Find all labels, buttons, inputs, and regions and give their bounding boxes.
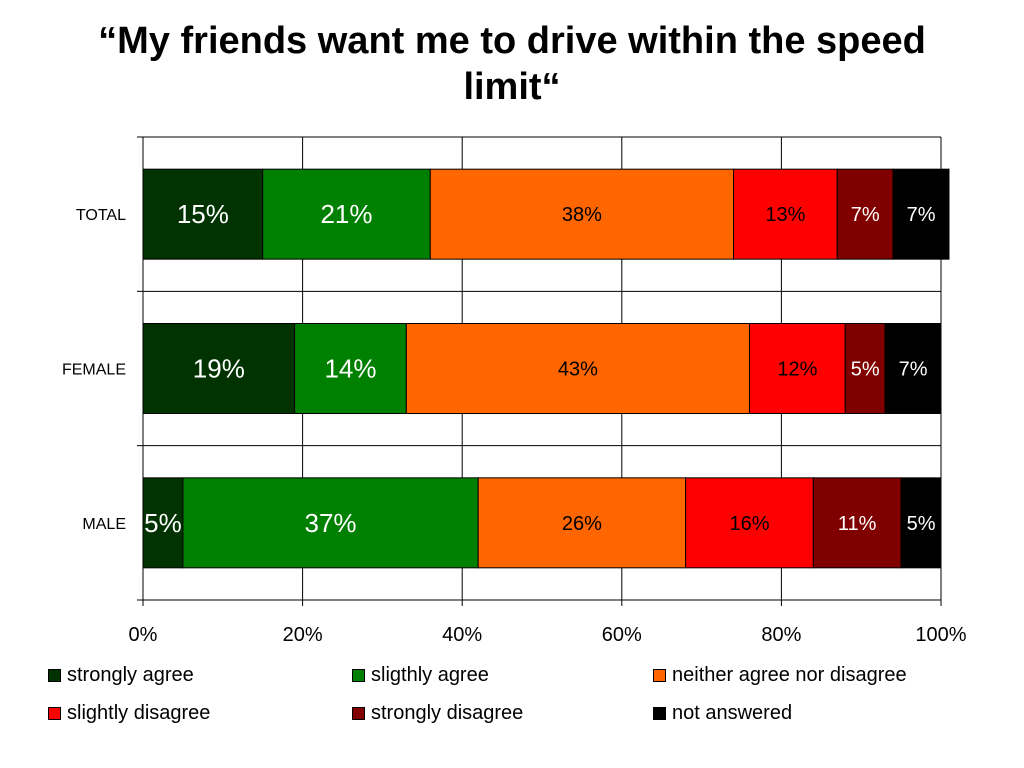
legend-item: sligthly agree (352, 664, 489, 686)
data-label: 7% (851, 204, 880, 226)
legend-label: strongly agree (67, 663, 194, 686)
x-tick-label: 20% (283, 624, 323, 646)
x-tick-label: 80% (761, 624, 801, 646)
data-label: 26% (562, 513, 602, 535)
legend-swatch (48, 668, 61, 682)
data-label: 5% (851, 359, 880, 381)
legend-item: strongly agree (48, 664, 194, 686)
bar-segment (182, 477, 479, 569)
x-tick-label: 40% (442, 624, 482, 646)
data-label: 12% (777, 359, 817, 381)
bar-segment (685, 477, 814, 569)
legend-item: slightly disagree (48, 702, 210, 724)
data-label: 38% (562, 204, 602, 226)
legend-swatch (653, 668, 666, 682)
bar-segment (142, 168, 264, 260)
data-label: 7% (899, 359, 928, 381)
legend-item: strongly disagree (352, 702, 523, 724)
data-label: 11% (838, 513, 877, 535)
bar-segment (142, 477, 184, 569)
data-label: 37% (305, 508, 357, 538)
legend-swatch (352, 706, 365, 720)
legend-swatch (48, 706, 61, 720)
data-label: 7% (907, 204, 936, 226)
x-tick-label: 0% (129, 624, 158, 646)
legend-label: sligthly agree (371, 663, 489, 686)
data-label: 21% (320, 199, 372, 229)
x-tick-label: 100% (915, 624, 966, 646)
bar-segment (748, 323, 846, 414)
data-label: 19% (193, 354, 245, 384)
legend-label: neither agree nor disagree (672, 663, 907, 686)
legend-swatch (352, 668, 365, 682)
data-label: 5% (144, 508, 182, 538)
category-label: FEMALE (62, 362, 126, 379)
data-label: 13% (765, 204, 805, 226)
data-label: 14% (324, 354, 376, 384)
legend-label: slightly disagree (67, 701, 211, 724)
legend-label: strongly disagree (371, 701, 524, 724)
legend-swatch (653, 706, 666, 720)
data-label: 15% (177, 199, 229, 229)
bar-segment (477, 477, 687, 569)
bar-segment (294, 323, 407, 414)
category-label: TOTAL (76, 207, 126, 224)
chart-title: “My friends want me to drive within the … (98, 20, 926, 108)
data-label: 5% (907, 513, 936, 535)
bar-segment (405, 323, 750, 414)
data-label: 16% (729, 513, 769, 535)
bar-segment (733, 168, 838, 260)
category-label: MALE (82, 516, 126, 533)
stacked-bar-chart: TOTAL 15% 21% 38% 13% 7% 7% FEMALE 19% 14% 43% 12% 5… (62, 136, 967, 646)
bar-segment (892, 168, 950, 260)
bar-segment (262, 168, 431, 260)
bar-segment (812, 477, 902, 569)
bar-segment (429, 168, 735, 260)
bar-segment (900, 477, 942, 569)
bar-segment (844, 323, 886, 414)
x-tick-label: 60% (602, 624, 642, 646)
legend-item: not answered (653, 702, 792, 724)
bar-segment (884, 323, 942, 414)
legend-label: not answered (672, 701, 793, 724)
bar-segment (142, 323, 296, 414)
data-label: 43% (558, 359, 598, 381)
legend-item: neither agree nor disagree (653, 664, 907, 686)
